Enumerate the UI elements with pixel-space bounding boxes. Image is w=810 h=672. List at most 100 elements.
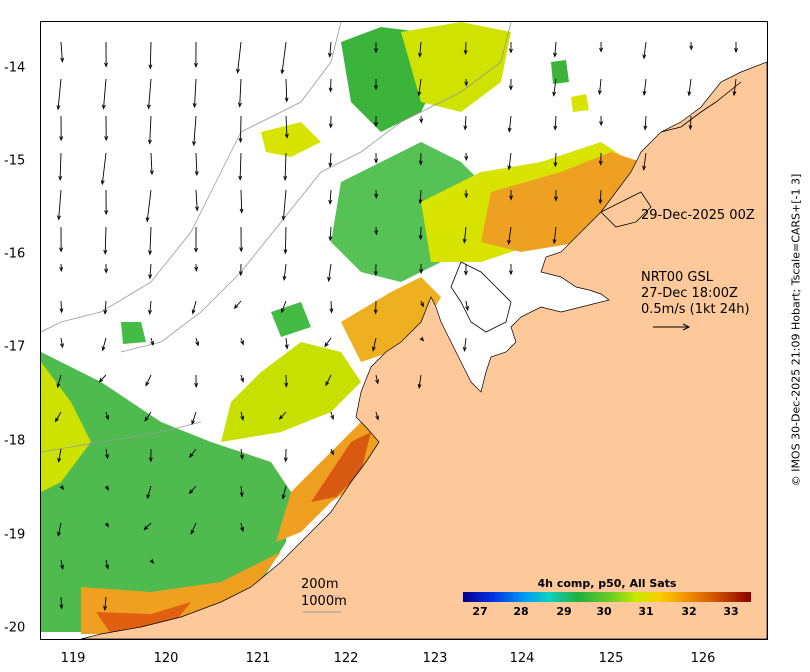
colorbar-tick: 32 xyxy=(681,605,697,618)
current-arrow xyxy=(325,374,332,386)
x-tick-label: 120 xyxy=(153,651,179,666)
current-arrow-head xyxy=(194,266,199,272)
current-arrow xyxy=(60,559,64,569)
current-arrow xyxy=(195,189,198,211)
current-arrow-head xyxy=(240,527,245,533)
current-arrow xyxy=(419,189,422,204)
current-arrow-head xyxy=(192,103,197,109)
current-arrow-head xyxy=(103,605,108,611)
current-arrow-head xyxy=(238,138,243,144)
current-arrow-head xyxy=(417,91,422,97)
current-arrow-head xyxy=(193,247,199,253)
current-arrow xyxy=(329,41,332,57)
current-arrow-head xyxy=(284,133,289,139)
y-tick-label: -18 xyxy=(4,433,26,449)
map-canvas[interactable] xyxy=(41,22,767,639)
current-arrow xyxy=(237,41,242,73)
current-arrow-head xyxy=(330,415,335,421)
current-arrow xyxy=(599,189,602,204)
scale-arrow xyxy=(653,323,691,331)
sst-central-orange xyxy=(341,277,441,362)
current-arrow-head xyxy=(281,215,286,221)
current-arrow-head xyxy=(508,85,513,91)
y-tick-label: -19 xyxy=(4,527,26,543)
current-arrow-head xyxy=(642,54,647,60)
current-arrow-head xyxy=(104,62,109,68)
current-arrow xyxy=(105,559,109,569)
current-arrows xyxy=(54,41,739,611)
current-arrow xyxy=(148,78,152,109)
current-arrow xyxy=(240,411,244,420)
current-arrow xyxy=(324,337,332,347)
current-arrow-head xyxy=(375,415,380,421)
current-arrow xyxy=(599,78,602,95)
current-arrow-head xyxy=(418,160,423,166)
current-arrow-head xyxy=(56,105,61,111)
current-arrow xyxy=(101,152,107,185)
current-arrow-head xyxy=(146,494,151,500)
current-arrow xyxy=(146,189,152,222)
current-arrow-head xyxy=(418,199,423,205)
current-arrow xyxy=(105,448,109,459)
sst-central-yellow xyxy=(221,342,361,442)
current-arrow xyxy=(643,152,647,170)
current-arrow-head xyxy=(284,382,289,388)
current-arrow-head xyxy=(374,193,379,199)
current-arrow-head xyxy=(598,199,603,205)
current-arrow-head xyxy=(734,48,739,54)
current-arrow-head xyxy=(101,346,106,352)
current-arrow xyxy=(146,485,152,499)
current-arrow-head xyxy=(195,206,200,212)
colorbar-tick: 29 xyxy=(556,605,572,618)
current-arrow-head xyxy=(104,136,109,142)
current-arrow-head xyxy=(330,450,334,456)
current-arrow-head xyxy=(419,269,424,275)
current-arrow-head xyxy=(642,90,647,97)
current-arrow-head xyxy=(148,64,153,70)
current-arrow-head xyxy=(328,123,333,129)
y-tick-label: -16 xyxy=(4,246,26,262)
current-arrow-head xyxy=(282,275,287,282)
current-arrow-head xyxy=(597,90,602,96)
current-arrow-head xyxy=(60,564,64,570)
x-tick-label: 119 xyxy=(60,651,86,666)
current-arrow-head xyxy=(56,383,61,389)
current-arrow xyxy=(149,41,152,69)
current-arrow xyxy=(240,485,243,497)
current-arrow-head xyxy=(149,170,154,176)
current-arrow xyxy=(330,300,333,313)
current-arrow xyxy=(372,337,377,351)
current-arrow-head xyxy=(104,210,109,216)
current-arrow xyxy=(644,115,647,130)
current-arrow xyxy=(102,337,107,351)
current-arrow-head xyxy=(464,155,469,162)
sst-patch-northeast xyxy=(551,60,569,84)
current-arrow-head xyxy=(417,383,422,390)
current-arrow-head xyxy=(237,102,242,108)
current-arrow xyxy=(689,115,692,130)
sst-green-south xyxy=(41,352,291,632)
current-arrow xyxy=(329,226,332,241)
current-arrow-head xyxy=(239,247,244,253)
current-arrow xyxy=(285,115,288,138)
current-arrow xyxy=(554,152,557,167)
sst-yellow-south xyxy=(41,362,91,492)
x-tick-label: 126 xyxy=(690,651,716,666)
current-arrow-head xyxy=(553,196,558,202)
current-arrow xyxy=(57,78,62,110)
current-arrow xyxy=(55,411,62,422)
current-arrow-head xyxy=(507,239,511,245)
current-arrow-head xyxy=(236,68,240,74)
current-arrow-head xyxy=(373,271,378,277)
current-arrow-head xyxy=(143,525,149,531)
current-arrow xyxy=(60,596,63,609)
current-arrow-head xyxy=(553,125,558,131)
current-arrow xyxy=(195,337,199,346)
current-arrow-head xyxy=(419,336,425,342)
current-arrow xyxy=(282,189,287,220)
current-arrow-head xyxy=(328,162,333,168)
map-frame[interactable] xyxy=(40,21,768,640)
x-tick-label: 124 xyxy=(509,651,535,666)
current-arrow-head xyxy=(642,165,647,171)
current-arrow xyxy=(508,226,512,244)
